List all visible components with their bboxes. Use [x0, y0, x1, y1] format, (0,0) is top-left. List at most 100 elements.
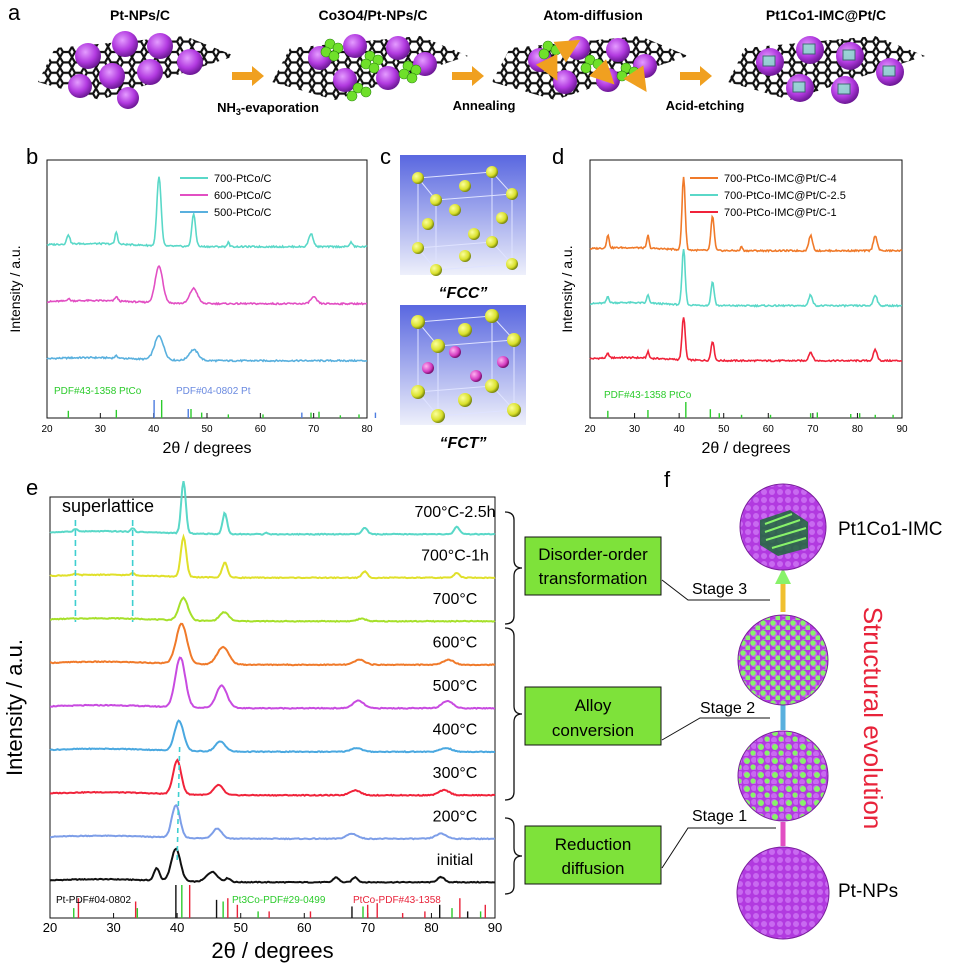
series-label: 500°C — [433, 678, 478, 695]
plot-frame — [49, 496, 496, 919]
series-line-700°C-1h — [49, 533, 496, 580]
step-label-annealing: Annealing — [453, 98, 516, 113]
series-line-700-PtCo/C — [46, 176, 368, 249]
series-line-700-PtCo-IMC@Pt/C-4 — [589, 176, 903, 253]
panel-label-a: a — [8, 0, 21, 25]
x-tick-label: 80 — [852, 424, 864, 435]
box-alloy-conversion: Alloy conversion — [524, 686, 662, 746]
label-pt-nps: Pt-NPs — [838, 881, 898, 902]
x-axis-label: 2θ / degrees — [702, 440, 791, 457]
x-tick-label: 90 — [488, 920, 502, 935]
stage-3-leader — [661, 579, 770, 601]
svg-text:transformation: transformation — [539, 569, 648, 588]
stage-3-label: Stage 3 — [692, 581, 747, 598]
x-tick-label: 30 — [629, 424, 641, 435]
peak-shift-marker — [176, 743, 181, 861]
x-tick-label: 20 — [584, 424, 596, 435]
stage-atom-diffusion: Atom-diffusion — [492, 7, 688, 100]
chart-b: 20 30 40 50 60 70 80 2θ / degrees Intensity / a.… — [7, 159, 377, 457]
series-label: 700°C-2.5h — [414, 504, 495, 521]
co3o4-clusters — [320, 38, 422, 102]
braces — [504, 511, 523, 895]
series-line-500-PtCo/C — [46, 334, 368, 363]
stage-title-4: Pt1Co1-IMC@Pt/C — [766, 7, 886, 23]
x-tick-label: 30 — [95, 424, 107, 435]
series-label: 200°C — [433, 809, 478, 826]
series-line-600-PtCo/C — [46, 264, 368, 306]
reference-label: PDF#43-1358 PtCo — [604, 390, 692, 401]
series-line-500°C — [49, 656, 496, 710]
x-tick-label: 50 — [718, 424, 730, 435]
sphere-alloy — [737, 614, 829, 706]
svg-text:Reduction: Reduction — [555, 835, 632, 854]
arrow-2 — [452, 66, 484, 86]
reference-label: Pt-PDF#04-0802 — [56, 895, 131, 906]
stage-2-label: Stage 2 — [700, 700, 755, 717]
stage-1-label: Stage 1 — [692, 808, 747, 825]
stage-1-leader — [661, 827, 776, 869]
chart-d: 20 30 40 50 60 70 80 90 2θ / degrees Intensity / … — [559, 159, 908, 457]
box-reduction-diffusion: Reduction diffusion — [524, 825, 662, 885]
series-line-700-PtCo-IMC@Pt/C-1 — [589, 317, 903, 363]
series-line-700-PtCo-IMC@Pt/C-2.5 — [589, 248, 903, 308]
stage3-arrowhead — [775, 568, 791, 584]
x-axis-label: 2θ / degrees — [211, 938, 333, 963]
x-tick-label: 70 — [308, 424, 320, 435]
series-line-300°C — [49, 758, 496, 797]
svg-text:diffusion: diffusion — [561, 859, 624, 878]
panel-label-d: d — [552, 144, 564, 169]
structural-evolution-title: Structural evolution — [858, 607, 888, 830]
step-label-acid: Acid-etching — [666, 98, 745, 113]
stage-imc: Pt1Co1-IMC@Pt/C — [728, 7, 925, 104]
reference-label: Pt3Co-PDF#29-0499 — [232, 895, 326, 906]
stage-co3o4: Co3O4/Pt-NPs/C — [272, 7, 468, 102]
series-label: 300°C — [433, 765, 478, 782]
x-tick-label: 60 — [763, 424, 775, 435]
x-tick-label: 70 — [807, 424, 819, 435]
x-tick-label: 20 — [43, 920, 57, 935]
x-tick-label: 30 — [106, 920, 120, 935]
panel-label-e: e — [26, 475, 38, 500]
stage-title-1: Pt-NPs/C — [110, 7, 170, 23]
x-tick-label: 70 — [361, 920, 375, 935]
legend-label: 700-PtCo-IMC@Pt/C-4 — [724, 173, 837, 185]
fcc-cell — [412, 166, 518, 276]
x-tick-label: 40 — [674, 424, 686, 435]
svg-text:conversion: conversion — [552, 721, 634, 740]
fcc-label: “FCC” — [439, 285, 488, 302]
svg-text:Disorder-order: Disorder-order — [538, 545, 648, 564]
fct-cell — [411, 309, 521, 423]
box-disorder-order: Disorder-order transformation — [524, 536, 662, 596]
legend-label: 700-PtCo-IMC@Pt/C-1 — [724, 207, 837, 219]
legend-label: 700-PtCo/C — [214, 173, 272, 185]
reference-label: PDF#43-1358 PtCo — [54, 386, 142, 397]
panel-label-c: c — [380, 144, 391, 169]
annotation-superlattice: superlattice — [62, 496, 154, 516]
arrow-3 — [680, 66, 712, 86]
series-line-700°C — [49, 596, 496, 623]
x-tick-label: 90 — [896, 424, 908, 435]
series-line-700°C-2.5h — [49, 481, 496, 536]
y-axis-label: Intensity / a.u. — [7, 245, 23, 332]
series-label: 700°C-1h — [421, 548, 489, 565]
series-line-initial — [49, 847, 495, 884]
panel-label-b: b — [26, 144, 38, 169]
stage-2-leader — [661, 717, 770, 741]
series-line-600°C — [49, 622, 496, 667]
stage-pt-nps: Pt-NPs/C — [38, 7, 235, 109]
series-line-200°C — [50, 803, 496, 841]
panel-a: a Pt-NPs/C — [8, 0, 925, 117]
y-axis-label: Intensity / a.u. — [559, 245, 575, 332]
fct-label: “FCT” — [439, 435, 486, 452]
series-label: initial — [437, 852, 473, 869]
plot-frame — [589, 159, 903, 419]
arrow-1 — [232, 66, 264, 86]
x-tick-label: 80 — [361, 424, 373, 435]
series-label: 600°C — [433, 635, 478, 652]
step-label-nh3: NH3-evaporation — [217, 100, 319, 117]
panel-e: e 20 30 40 50 60 70 80 90 2θ / degrees Intensity … — [2, 475, 502, 963]
panel-label-f: f — [664, 467, 671, 492]
panel-b: b 20 30 40 50 60 70 80 2θ / degrees Intensity / … — [7, 144, 377, 457]
y-axis-label: Intensity / a.u. — [2, 639, 27, 776]
